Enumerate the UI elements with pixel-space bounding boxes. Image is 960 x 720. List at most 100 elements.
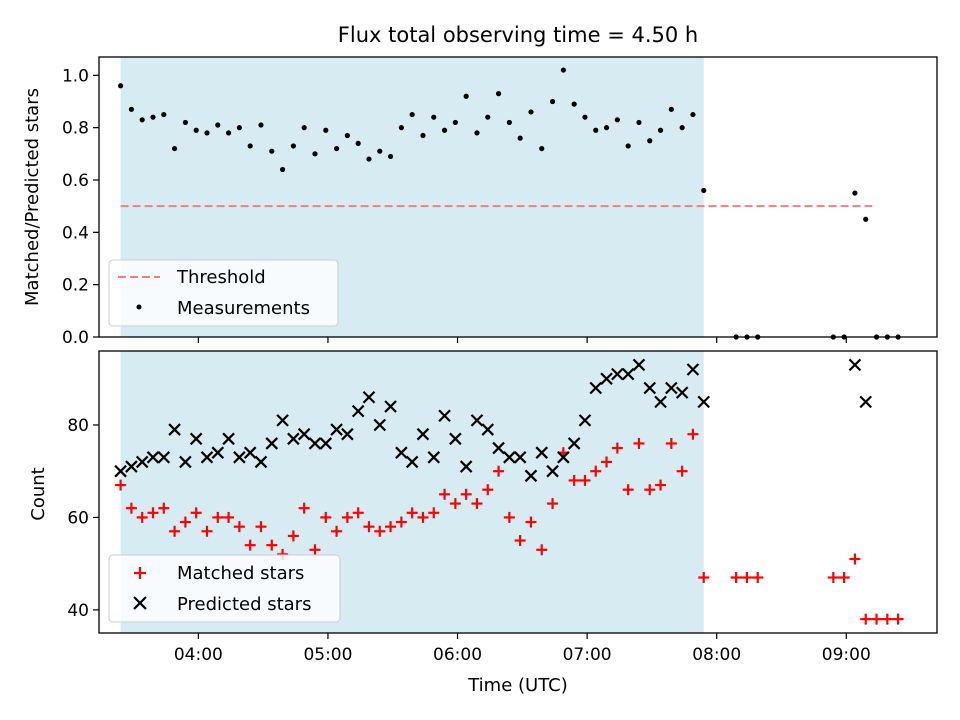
predicted-star-point [233, 451, 246, 464]
measurement-point [863, 216, 869, 222]
matched-star-point [547, 498, 559, 510]
matched-star-point [169, 525, 181, 537]
measurement-point [150, 114, 156, 120]
matched-star-point [590, 465, 602, 477]
matched-star-point [849, 553, 861, 565]
top-legend-box [108, 259, 339, 327]
bottom-legend-matched-swatch [134, 567, 146, 579]
matched-star-point [147, 507, 159, 519]
predicted-star-point [600, 372, 613, 386]
matched-star-point [525, 516, 537, 528]
matched-star-point [439, 488, 451, 500]
predicted-star-point [535, 446, 549, 459]
predicted-star-point [265, 437, 279, 450]
matched-star-point [363, 521, 375, 533]
measurement-point [139, 117, 145, 123]
top-panel-x-ticks [197, 337, 847, 343]
measurement-point [549, 98, 556, 105]
matched-star-point [503, 511, 515, 523]
matched-star-point [449, 498, 461, 510]
measurement-point [495, 91, 502, 97]
matched-star-point [687, 428, 699, 440]
predicted-star-point [308, 437, 322, 450]
measurement-point [474, 130, 480, 136]
measurement-point [355, 140, 361, 146]
bottom-legend-predicted-swatch [133, 596, 147, 610]
measurement-point [560, 67, 566, 73]
measurement-point [193, 127, 199, 133]
measurement-point [441, 127, 448, 133]
predicted-star-point [330, 423, 343, 436]
matched-star-point [212, 511, 224, 523]
matched-star-point [136, 511, 148, 523]
predicted-star-point [179, 455, 192, 469]
predicted-star-point [405, 455, 419, 469]
measurement-point [517, 135, 523, 141]
predicted-star-point [416, 427, 430, 441]
measurement-point [344, 132, 350, 139]
predicted-star-point [686, 363, 700, 376]
matched-star-point [179, 516, 191, 528]
predicted-star-point [438, 409, 451, 422]
matched-star-point [115, 479, 127, 491]
matched-star-point [622, 484, 634, 496]
measurement-point [657, 127, 664, 133]
predicted-star-point [297, 427, 311, 441]
y-tick-label: 0.0 [62, 328, 89, 348]
measurement-point [215, 122, 221, 128]
measurement-point [258, 122, 264, 128]
matched-star-point [665, 437, 677, 449]
matched-star-point [536, 544, 548, 556]
matched-star-point [287, 530, 299, 542]
x-tick-label: 04:00 [174, 645, 223, 665]
matched-star-point [158, 502, 170, 514]
matched-star-point [752, 572, 764, 584]
measurement-point [690, 111, 696, 118]
matched-star-point [741, 572, 753, 584]
measurement-point [528, 109, 534, 115]
bottom-panel-x-label: Time (UTC) [467, 675, 568, 696]
matched-star-point [331, 525, 343, 537]
measurement-point [701, 187, 707, 194]
bottom-panel-marks [114, 358, 904, 625]
y-tick-label: 0.4 [62, 223, 89, 243]
predicted-star-point [287, 432, 300, 446]
measurement-point [225, 130, 232, 136]
y-tick-label: 60 [67, 508, 89, 528]
predicted-star-point [643, 381, 657, 395]
matched-star-point [871, 613, 883, 625]
predicted-star-point [859, 395, 873, 409]
measurement-point [539, 145, 545, 152]
bottom-legend-box [108, 554, 341, 623]
top-panel-marks [117, 67, 901, 340]
measurement-point [171, 145, 178, 152]
measurement-point [182, 119, 188, 126]
predicted-star-point [665, 381, 678, 395]
matched-star-point [406, 507, 418, 519]
top-panel-y-label: Matched/Predicted stars [22, 88, 43, 306]
matched-star-point [385, 521, 397, 533]
measurement-point [420, 132, 426, 139]
bottom-legend-matched-label: Matched stars [177, 563, 304, 584]
bottom-panel-y-ticks: 40 60 80 [67, 416, 99, 621]
measurement-point [117, 83, 124, 89]
matched-star-point [655, 479, 667, 491]
matched-star-point [827, 572, 839, 584]
measurement-point [236, 125, 242, 131]
matched-star-point [860, 613, 872, 625]
matched-star-point [428, 507, 440, 519]
y-tick-label: 0.6 [62, 171, 89, 191]
bottom-legend: Matched stars Predicted stars [108, 554, 341, 623]
measurement-point [668, 106, 674, 112]
top-panel-y-ticks: 0.0 0.2 0.4 0.6 0.8 1.0 [62, 66, 99, 348]
predicted-star-point [254, 455, 268, 469]
matched-star-point [568, 474, 580, 486]
predicted-star-point [168, 423, 181, 436]
measurement-point [269, 148, 275, 154]
matched-star-point [471, 498, 483, 510]
matched-star-point [644, 484, 656, 496]
predicted-star-point [135, 455, 149, 469]
y-tick-label: 40 [67, 601, 89, 621]
measurement-point [247, 143, 253, 149]
